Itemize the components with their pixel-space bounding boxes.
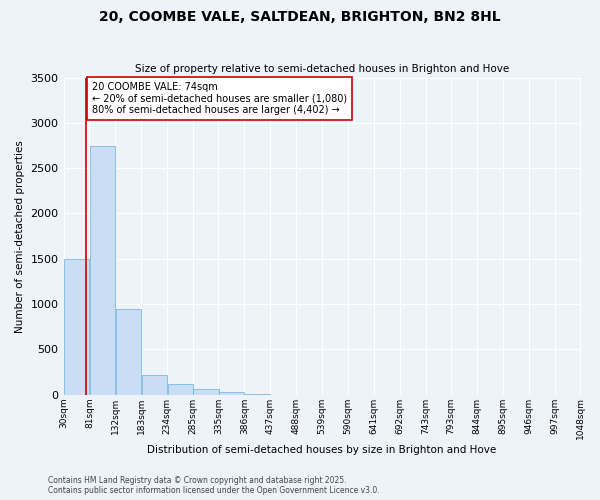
Text: Contains HM Land Registry data © Crown copyright and database right 2025.
Contai: Contains HM Land Registry data © Crown c…	[48, 476, 380, 495]
Bar	[193, 389, 218, 394]
Text: 20, COOMBE VALE, SALTDEAN, BRIGHTON, BN2 8HL: 20, COOMBE VALE, SALTDEAN, BRIGHTON, BN2…	[99, 10, 501, 24]
Bar	[116, 308, 141, 394]
Bar	[167, 384, 193, 394]
Text: 20 COOMBE VALE: 74sqm
← 20% of semi-detached houses are smaller (1,080)
80% of s: 20 COOMBE VALE: 74sqm ← 20% of semi-deta…	[92, 82, 347, 116]
Bar	[142, 374, 167, 394]
Y-axis label: Number of semi-detached properties: Number of semi-detached properties	[15, 140, 25, 332]
Bar	[64, 259, 89, 394]
Title: Size of property relative to semi-detached houses in Brighton and Hove: Size of property relative to semi-detach…	[135, 64, 509, 74]
Bar	[90, 146, 115, 394]
X-axis label: Distribution of semi-detached houses by size in Brighton and Hove: Distribution of semi-detached houses by …	[148, 445, 497, 455]
Bar	[219, 392, 244, 394]
